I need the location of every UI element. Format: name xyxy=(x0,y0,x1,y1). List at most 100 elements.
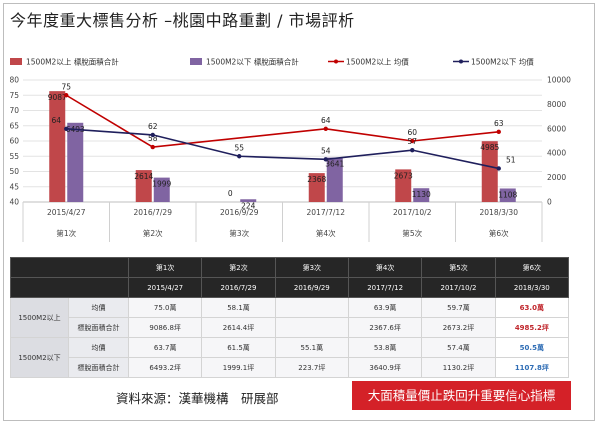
table-group-label: 1500M2以下 xyxy=(10,337,69,378)
bar-data-label: 0 xyxy=(228,189,233,198)
legend-swatch xyxy=(190,58,202,65)
line-point xyxy=(150,132,155,138)
y-left-tick-label: 45 xyxy=(9,182,19,191)
table-header-cell: 第4次 xyxy=(347,257,423,278)
bar xyxy=(308,173,325,202)
table-metric-label: 標脫面積合計 xyxy=(68,317,129,338)
bar-data-label: 2614 xyxy=(134,172,153,181)
bar xyxy=(135,170,152,202)
bar xyxy=(153,177,170,202)
bar-data-label: 1999 xyxy=(152,180,171,189)
line-data-label: 58 xyxy=(148,134,158,143)
legend-label: 1500M2以上 均價 xyxy=(346,57,409,67)
x-tick-label: 2016/9/29 xyxy=(220,208,259,217)
table-header-row: 第1次 第2次 第3次 第4次 第5次 第6次 xyxy=(10,257,570,278)
table-cell: 53.8萬 xyxy=(347,337,423,358)
table-header-cell: 第3次 xyxy=(274,257,349,278)
table-group-label: 1500M2以上 xyxy=(10,297,69,338)
bar-data-label: 1108 xyxy=(498,190,517,199)
line-data-label: 75 xyxy=(61,82,71,91)
y-left-tick-label: 80 xyxy=(9,76,19,85)
line-point xyxy=(323,126,328,131)
bar-data-label: 3641 xyxy=(325,160,344,169)
line-point xyxy=(410,138,415,144)
table-header-cell: 第5次 xyxy=(421,257,496,278)
line-data-label: 60 xyxy=(407,128,417,137)
table-cell: 9086.8坪 xyxy=(127,317,203,338)
x-tick-label: 2015/4/27 xyxy=(47,208,86,217)
table-cell-latest: 1107.8坪 xyxy=(494,357,570,378)
bar-data-label: 4985 xyxy=(480,143,499,152)
table-cell: 59.7萬 xyxy=(421,297,496,318)
bar-data-label: 9087 xyxy=(48,93,67,102)
line-data-label: 64 xyxy=(51,116,61,125)
line-point xyxy=(64,126,69,131)
y-left-tick-label: 50 xyxy=(9,167,19,176)
table-cell: 58.1萬 xyxy=(201,297,276,318)
y-left-tick-label: 75 xyxy=(9,91,19,100)
bar xyxy=(413,188,430,202)
x-tick-label: 2017/7/12 xyxy=(307,208,346,217)
table-cell-latest: 50.5萬 xyxy=(494,337,570,358)
table-cell: 57.4萬 xyxy=(421,337,496,358)
summary-table: 第1次 第2次 第3次 第4次 第5次 第6次 2015/4/27 2016/7/29 2016… xyxy=(10,257,570,378)
table-header-cell: 2018/3/30 xyxy=(494,277,570,298)
line-data-label: 63 xyxy=(494,119,504,128)
line-data-label: 62 xyxy=(148,122,158,131)
table-header-cell: 第1次 xyxy=(127,257,203,278)
table-row: 1500M2以下 均價 63.7萬 61.5萬 55.1萬 53.8萬 57.4萬 50.5萬 xyxy=(10,337,570,378)
table-header-cell: 第6次 xyxy=(494,257,570,278)
table-cell: 2614.4坪 xyxy=(201,317,276,338)
legend-label: 1500M2以下 標脫面積合計 xyxy=(206,57,299,67)
x-sublabel: 第3次 xyxy=(229,228,249,238)
line-point xyxy=(496,129,501,135)
legend-swatch-dot xyxy=(334,59,338,64)
table-header-cell: 第2次 xyxy=(201,257,276,278)
x-sublabel: 第5次 xyxy=(402,228,422,238)
bar xyxy=(240,199,257,202)
y-right-tick-label: 0 xyxy=(547,198,552,207)
line-data-label: 51 xyxy=(506,155,516,164)
highlight-banner: 大面積量價止跌回升重要信心指標 xyxy=(352,381,571,410)
table-cell: 1130.2坪 xyxy=(421,357,496,378)
x-sublabel: 第4次 xyxy=(316,228,336,238)
y-left-tick-label: 40 xyxy=(9,198,19,207)
line-data-label: 57 xyxy=(407,137,417,146)
line-point xyxy=(410,147,415,153)
table-cell: 75.0萬 xyxy=(127,297,203,318)
y-right-tick-label: 2000 xyxy=(547,173,566,182)
y-right-tick-label: 6000 xyxy=(547,124,566,133)
bar xyxy=(481,141,498,202)
y-left-tick-label: 60 xyxy=(9,137,19,146)
bar-data-label: 1130 xyxy=(412,190,431,199)
x-sublabel: 第2次 xyxy=(143,228,163,238)
line-data-label: 54 xyxy=(321,146,331,155)
table-metric-label: 均價 xyxy=(68,297,129,318)
line-data-label: 64 xyxy=(321,116,331,125)
legend-label: 1500M2以上 標脫面積合計 xyxy=(26,57,119,67)
table-row: 標脫面積合計 6493.2坪 1999.1坪 223.7坪 3640.9坪 1130.2坪… xyxy=(11,357,570,378)
bar xyxy=(395,169,412,202)
bar-data-label: 224 xyxy=(241,201,256,210)
table-cell: 61.5萬 xyxy=(201,337,276,358)
table-cell: 55.1萬 xyxy=(274,337,349,358)
bar-data-label: 2673 xyxy=(394,171,413,180)
table-cell xyxy=(274,297,349,318)
table-cell: 2367.6坪 xyxy=(347,317,423,338)
legend-label: 1500M2以下 均價 xyxy=(471,57,534,67)
table-row: 1500M2以上 均價 75.0萬 58.1萬 63.9萬 59.7萬 63.0萬 xyxy=(10,297,570,338)
table-cell-latest: 4985.2坪 xyxy=(494,317,570,338)
legend-swatch xyxy=(10,58,22,65)
bar xyxy=(326,157,343,202)
line-point xyxy=(150,144,155,150)
source-note: 資料來源：漢華機構 研展部 xyxy=(116,391,279,406)
line-point xyxy=(496,166,501,171)
table-header-cell: 2017/7/12 xyxy=(347,277,423,298)
y-right-tick-label: 10000 xyxy=(547,76,571,85)
line-point xyxy=(64,93,69,98)
combo-chart: 40 45 50 55 60 65 70 75 80 0 2000 4000 6000 8000 10000… xyxy=(9,57,571,242)
line-data-label: 55 xyxy=(234,143,244,152)
table-header-cell: 2016/9/29 xyxy=(274,277,349,298)
table-header-cell: 2017/10/2 xyxy=(421,277,496,298)
line-point xyxy=(237,154,242,159)
